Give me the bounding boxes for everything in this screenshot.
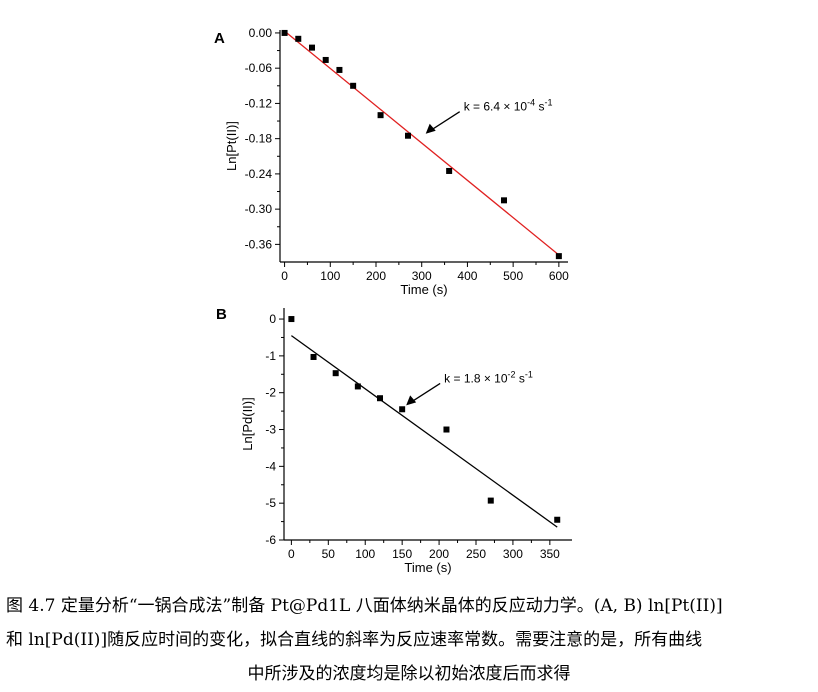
- panel-b-x-tick-label: 300: [503, 547, 523, 561]
- panel-a-data-point: [377, 112, 384, 119]
- panel-a-y-tick-label: -0.06: [245, 61, 273, 75]
- panel-a-data-point: [309, 44, 315, 51]
- figure-caption-line-2: 和 ln[Pd(II)]随反应时间的变化，拟合直线的斜率为反应速率常数。需要注意…: [6, 630, 703, 650]
- figure-caption-line-1: 图 4.7 定量分析“一锅合成法”制备 Pt@Pd1L 八面体纳米晶体的反应动力…: [6, 596, 723, 616]
- panel-b-data-point: [399, 406, 406, 413]
- panel-a-x-axis-label: Time (s): [400, 282, 447, 297]
- panel-b-x-tick-label: 350: [540, 547, 560, 561]
- panel-a-data-point: [501, 197, 507, 204]
- panel-a-x-tick-label: 0: [281, 269, 288, 283]
- panel-a-y-tick-label: 0.00: [249, 26, 273, 40]
- panel-a-y-axis-label: Ln[Pt(II)]: [224, 121, 239, 171]
- panel-b-y-tick-label: -6: [265, 533, 276, 547]
- panel-b-y-tick-label: -5: [265, 496, 276, 510]
- panel-b-data-point: [288, 316, 295, 323]
- panel-b-x-axis-label: Time (s): [404, 560, 451, 575]
- panel-b-fit-line: [291, 335, 558, 528]
- panel-b-data-point: [310, 353, 317, 360]
- panel-b-rate-constant-annotation: k = 1.8 × 10-2 s-1: [444, 369, 533, 385]
- panel-b-y-axis-label: Ln[Pd(II)]: [240, 397, 255, 450]
- panel-b-x-tick-label: 200: [429, 547, 449, 561]
- figure-caption-line-3: 中所涉及的浓度均是除以初始浓度后而求得: [247, 664, 571, 684]
- panel-a-data-point: [295, 35, 302, 42]
- panel-b-data-point: [443, 426, 450, 433]
- panel-b-y-tick-label: -4: [265, 459, 276, 473]
- panel-a-x-tick-label: 500: [503, 269, 523, 283]
- panel-a-y-tick-label: -0.18: [245, 132, 273, 146]
- panel-b-x-tick-label: 100: [355, 547, 375, 561]
- panel-b-y-tick-label: -3: [265, 423, 276, 437]
- panel-b-data-point: [554, 516, 561, 523]
- panel-b-x-tick-label: 0: [288, 547, 295, 561]
- panel-a-data-point: [336, 66, 343, 73]
- panel-b-data-point: [354, 383, 361, 390]
- panel-b-y-tick-label: 0: [269, 312, 276, 326]
- panel-a-fit-line: [284, 30, 560, 256]
- panel-a-y-tick-label: -0.36: [245, 237, 273, 251]
- panel-a-data-point: [446, 167, 453, 174]
- panel-a-data-point: [555, 253, 562, 260]
- kinetics-figure: A0 100 200 300 400 500 6000.00-0.06-0.12-0.18-…: [214, 26, 572, 575]
- panel-b-x-tick-label: 150: [392, 547, 412, 561]
- panel-a-x-tick-label: 400: [457, 269, 477, 283]
- panel-a-annotation-arrow: [431, 111, 461, 131]
- panel-a-x-tick-label: 100: [320, 269, 340, 283]
- panel-a-y-tick-label: -0.24: [245, 167, 273, 181]
- panel-a-x-tick-label: 600: [549, 269, 569, 283]
- panel-a-x-tick-label: 200: [366, 269, 386, 283]
- panel-a-annotation-arrowhead: [425, 123, 436, 134]
- panel-b-data-point: [377, 395, 383, 402]
- panel-a-data-point: [405, 132, 411, 139]
- panel-a-data-point: [350, 82, 357, 89]
- panel-a-data-point: [281, 29, 288, 36]
- panel-a-x-tick-label: 300: [412, 269, 432, 283]
- panel-b-data-point: [487, 497, 494, 504]
- panel-b-annotation-arrow: [411, 382, 441, 402]
- panel-a-y-tick-label: -0.30: [245, 202, 273, 216]
- panel-b-label: B: [216, 306, 227, 323]
- panel-b-x-tick-label: 50: [322, 547, 336, 561]
- panel-b-annotation-arrowhead: [406, 395, 417, 406]
- panel-a-rate-constant-annotation: k = 6.4 × 10-4 s-1: [464, 98, 553, 114]
- panel-b-y-tick-label: -1: [265, 349, 276, 363]
- panel-a-data-point: [322, 56, 329, 63]
- panel-b-data-point: [332, 370, 339, 377]
- panel-b-y-tick-label: -2: [265, 386, 276, 400]
- panel-b-x-tick-label: 250: [466, 547, 486, 561]
- panel-a-label: A: [214, 30, 225, 47]
- panel-a-y-tick-label: -0.12: [245, 96, 273, 110]
